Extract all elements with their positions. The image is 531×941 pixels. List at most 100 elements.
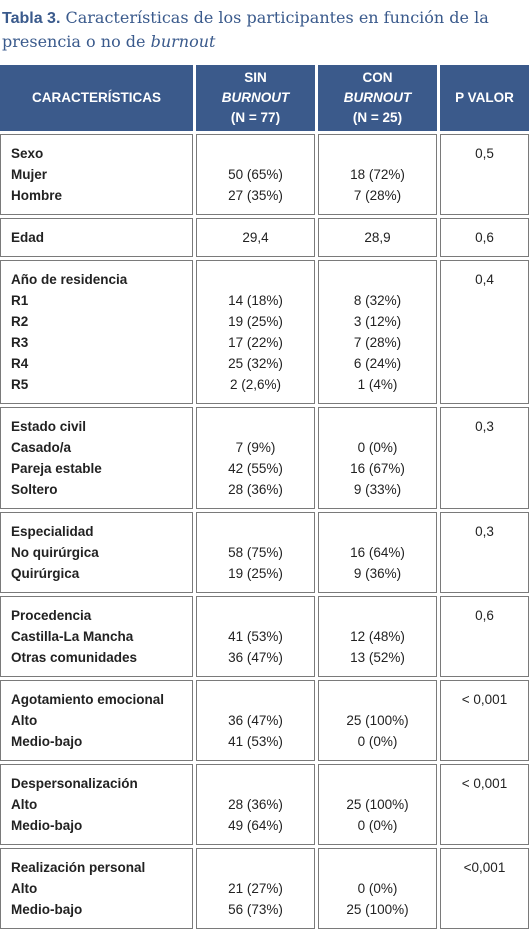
caption-emphasis: burnout [150,32,216,51]
p-cell: 0,3 [440,407,529,509]
group-label: Estado civil [11,419,87,434]
group-label: Especialidad [11,524,94,539]
sin-value: 14 (18%) [228,293,283,308]
group-row: Sexo Mujer Hombre 50 (65%) 27 (35%) 18 (72%) 7… [0,134,529,215]
row-label: Casado/a [11,440,72,455]
con-value: 7 (28%) [353,335,402,350]
p-cell: < 0,001 [440,764,529,845]
sin-cell: 58 (75%) 19 (25%) [196,512,315,593]
con-value: 9 (36%) [353,566,402,581]
header-line: CARACTERÍSTICAS [31,90,161,105]
header-line: BURNOUT [343,90,412,105]
caption-label: Tabla 3. [2,10,61,27]
label-cell: Procedencia Castilla-La Mancha Otras comun… [0,596,193,677]
sin-value: 27 (35%) [228,188,283,203]
group-sin [207,605,304,626]
group-con [329,857,426,878]
sin-cell: 36 (47%) 41 (53%) [196,680,315,761]
label-cell: Edad [0,218,193,257]
header-cell: CON BURNOUT (N = 25) [318,65,437,131]
group-sin [207,416,304,437]
header-row: CARACTERÍSTICAS SIN BURNOUT (N = 77) CON BURN… [0,65,529,131]
con-value: 25 (100%) [346,902,409,917]
group-row: Procedencia Castilla-La Mancha Otras comun… [0,596,529,677]
row-label: Castilla-La Mancha [11,629,134,644]
con-value: 0 (0%) [357,818,398,833]
sin-cell: 50 (65%) 27 (35%) [196,134,315,215]
p-value: 0,3 [475,524,494,539]
sin-value: 50 (65%) [228,167,283,182]
group-row: Despersonalización Alto Medio-bajo 28 (36%)… [0,764,529,845]
p-value: 0,4 [475,272,494,287]
group-sin [207,521,304,542]
label-cell: Estado civil Casado/a Pareja estable Solter… [0,407,193,509]
group-label: Agotamiento emocional [11,692,165,707]
con-value: 0 (0%) [357,881,398,896]
header-line: P VALOR [455,90,514,105]
header-cell: P VALOR [440,65,529,131]
p-cell: 0,4 [440,260,529,404]
sin-value: 25 (32%) [228,356,283,371]
row-label: Hombre [11,188,63,203]
sin-value: 7 (9%) [235,440,276,455]
group-con [329,269,426,290]
row-label: R2 [11,314,29,329]
group-con [329,773,426,794]
header-cell: SIN BURNOUT (N = 77) [196,65,315,131]
con-value: 3 (12%) [353,314,402,329]
sin-value: 28 (36%) [228,482,283,497]
group-sin [207,857,304,878]
con-cell: 12 (48%) 13 (52%) [318,596,437,677]
group-sin [207,773,304,794]
group-con [329,689,426,710]
row-label: Medio-bajo [11,734,83,749]
p-value: 0,6 [475,608,494,623]
header-line: (N = 77) [230,110,281,125]
group-label: Despersonalización [11,776,138,791]
group-sin [207,269,304,290]
label-cell: Despersonalización Alto Medio-bajo [0,764,193,845]
sin-value: 41 (53%) [228,734,283,749]
con-value: 16 (64%) [350,545,405,560]
label-cell: Especialidad No quirúrgica Quirúrgica [0,512,193,593]
con-cell: 28,9 [318,218,437,257]
group-label: Sexo [11,146,44,161]
group-label: Año de residencia [11,272,128,287]
group-sin: 29,4 [242,230,269,245]
p-value: < 0,001 [461,776,508,791]
sin-cell: 14 (18%) 19 (25%) 17 (22%) 25 (32%) 2 (2,6%) [196,260,315,404]
group-con [329,521,426,542]
group-label: Realización personal [11,860,146,875]
group-con [329,605,426,626]
p-value: 0,6 [475,230,494,245]
sin-cell: 28 (36%) 49 (64%) [196,764,315,845]
row-label: Mujer [11,167,48,182]
p-value: <0,001 [463,860,506,875]
row-label: Soltero [11,482,58,497]
header-line: (N = 25) [352,110,403,125]
sin-cell: 21 (27%) 56 (73%) [196,848,315,929]
p-cell: 0,6 [440,218,529,257]
caption-text: Características de los participantes en … [2,8,489,51]
con-cell: 0 (0%) 25 (100%) [318,848,437,929]
group-row: Estado civil Casado/a Pareja estable Solter… [0,407,529,509]
sin-value: 36 (47%) [228,650,283,665]
group-label: Edad [11,230,45,245]
table-body: CARACTERÍSTICAS SIN BURNOUT (N = 77) CON BURN… [0,65,529,929]
con-value: 6 (24%) [353,356,402,371]
p-cell: <0,001 [440,848,529,929]
group-label: Procedencia [11,608,92,623]
group-row: Agotamiento emocional Alto Medio-bajo 36 (4… [0,680,529,761]
sin-value: 19 (25%) [228,314,283,329]
sin-value: 21 (27%) [228,881,283,896]
p-cell: 0,5 [440,134,529,215]
group-con [329,143,426,164]
p-cell: 0,6 [440,596,529,677]
row-label: R1 [11,293,29,308]
p-value: 0,5 [475,146,494,161]
table: CARACTERÍSTICAS SIN BURNOUT (N = 77) CON BURN… [0,62,531,932]
label-cell: Año de residencia R1 R2 R3 R4 R5 [0,260,193,404]
sin-value: 42 (55%) [228,461,283,476]
group-row: Año de residencia R1 R2 R3 R4 R5 14 (18%) 19 (2… [0,260,529,404]
